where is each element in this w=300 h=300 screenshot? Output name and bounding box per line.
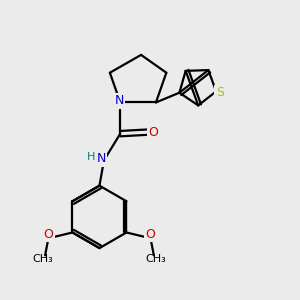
Text: N: N	[96, 152, 106, 165]
Text: CH₃: CH₃	[32, 254, 53, 264]
Text: CH₃: CH₃	[146, 254, 166, 264]
Text: O: O	[145, 228, 155, 241]
Text: H: H	[87, 152, 96, 162]
Text: O: O	[44, 228, 54, 241]
Text: S: S	[216, 86, 224, 99]
Text: O: O	[148, 126, 158, 139]
Text: N: N	[114, 94, 124, 107]
